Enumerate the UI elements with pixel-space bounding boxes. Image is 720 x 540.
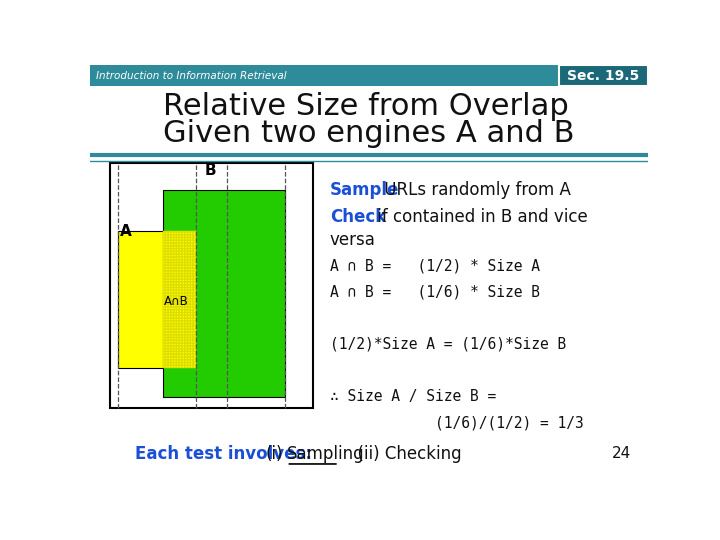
Text: Introduction to Information Retrieval: Introduction to Information Retrieval — [96, 71, 287, 80]
Bar — [163, 190, 285, 397]
Text: Each test involves:: Each test involves: — [135, 444, 312, 463]
Text: ∴ Size A / Size B =: ∴ Size A / Size B = — [330, 389, 496, 404]
Text: Relative Size from Overlap: Relative Size from Overlap — [163, 92, 568, 121]
Text: A∩B: A∩B — [164, 295, 189, 308]
Bar — [90, 65, 648, 86]
Text: B: B — [204, 163, 216, 178]
Text: A ∩ B =   (1/6) * Size B: A ∩ B = (1/6) * Size B — [330, 285, 540, 299]
Text: (ii) Checking: (ii) Checking — [347, 444, 462, 463]
Text: versa: versa — [330, 231, 376, 249]
Text: if contained in B and vice: if contained in B and vice — [372, 208, 588, 226]
Text: Sample: Sample — [330, 181, 400, 199]
Text: Given two engines A and B: Given two engines A and B — [163, 119, 574, 148]
Text: Sampling: Sampling — [287, 444, 364, 463]
Text: URLs randomly from A: URLs randomly from A — [379, 181, 571, 199]
Bar — [118, 231, 196, 368]
Bar — [109, 163, 313, 408]
Text: (1/6)/(1/2) = 1/3: (1/6)/(1/2) = 1/3 — [330, 415, 584, 430]
Text: A: A — [120, 224, 132, 239]
Text: (i): (i) — [266, 444, 283, 463]
Text: (1/2)*Size A = (1/6)*Size B: (1/2)*Size A = (1/6)*Size B — [330, 337, 566, 352]
Text: Check: Check — [330, 208, 386, 226]
Text: 24: 24 — [612, 446, 631, 461]
Text: Sec. 19.5: Sec. 19.5 — [567, 69, 639, 83]
Text: A ∩ B =   (1/2) * Size A: A ∩ B = (1/2) * Size A — [330, 258, 540, 273]
Bar — [163, 231, 196, 368]
Bar — [163, 231, 196, 368]
Bar — [559, 65, 648, 86]
